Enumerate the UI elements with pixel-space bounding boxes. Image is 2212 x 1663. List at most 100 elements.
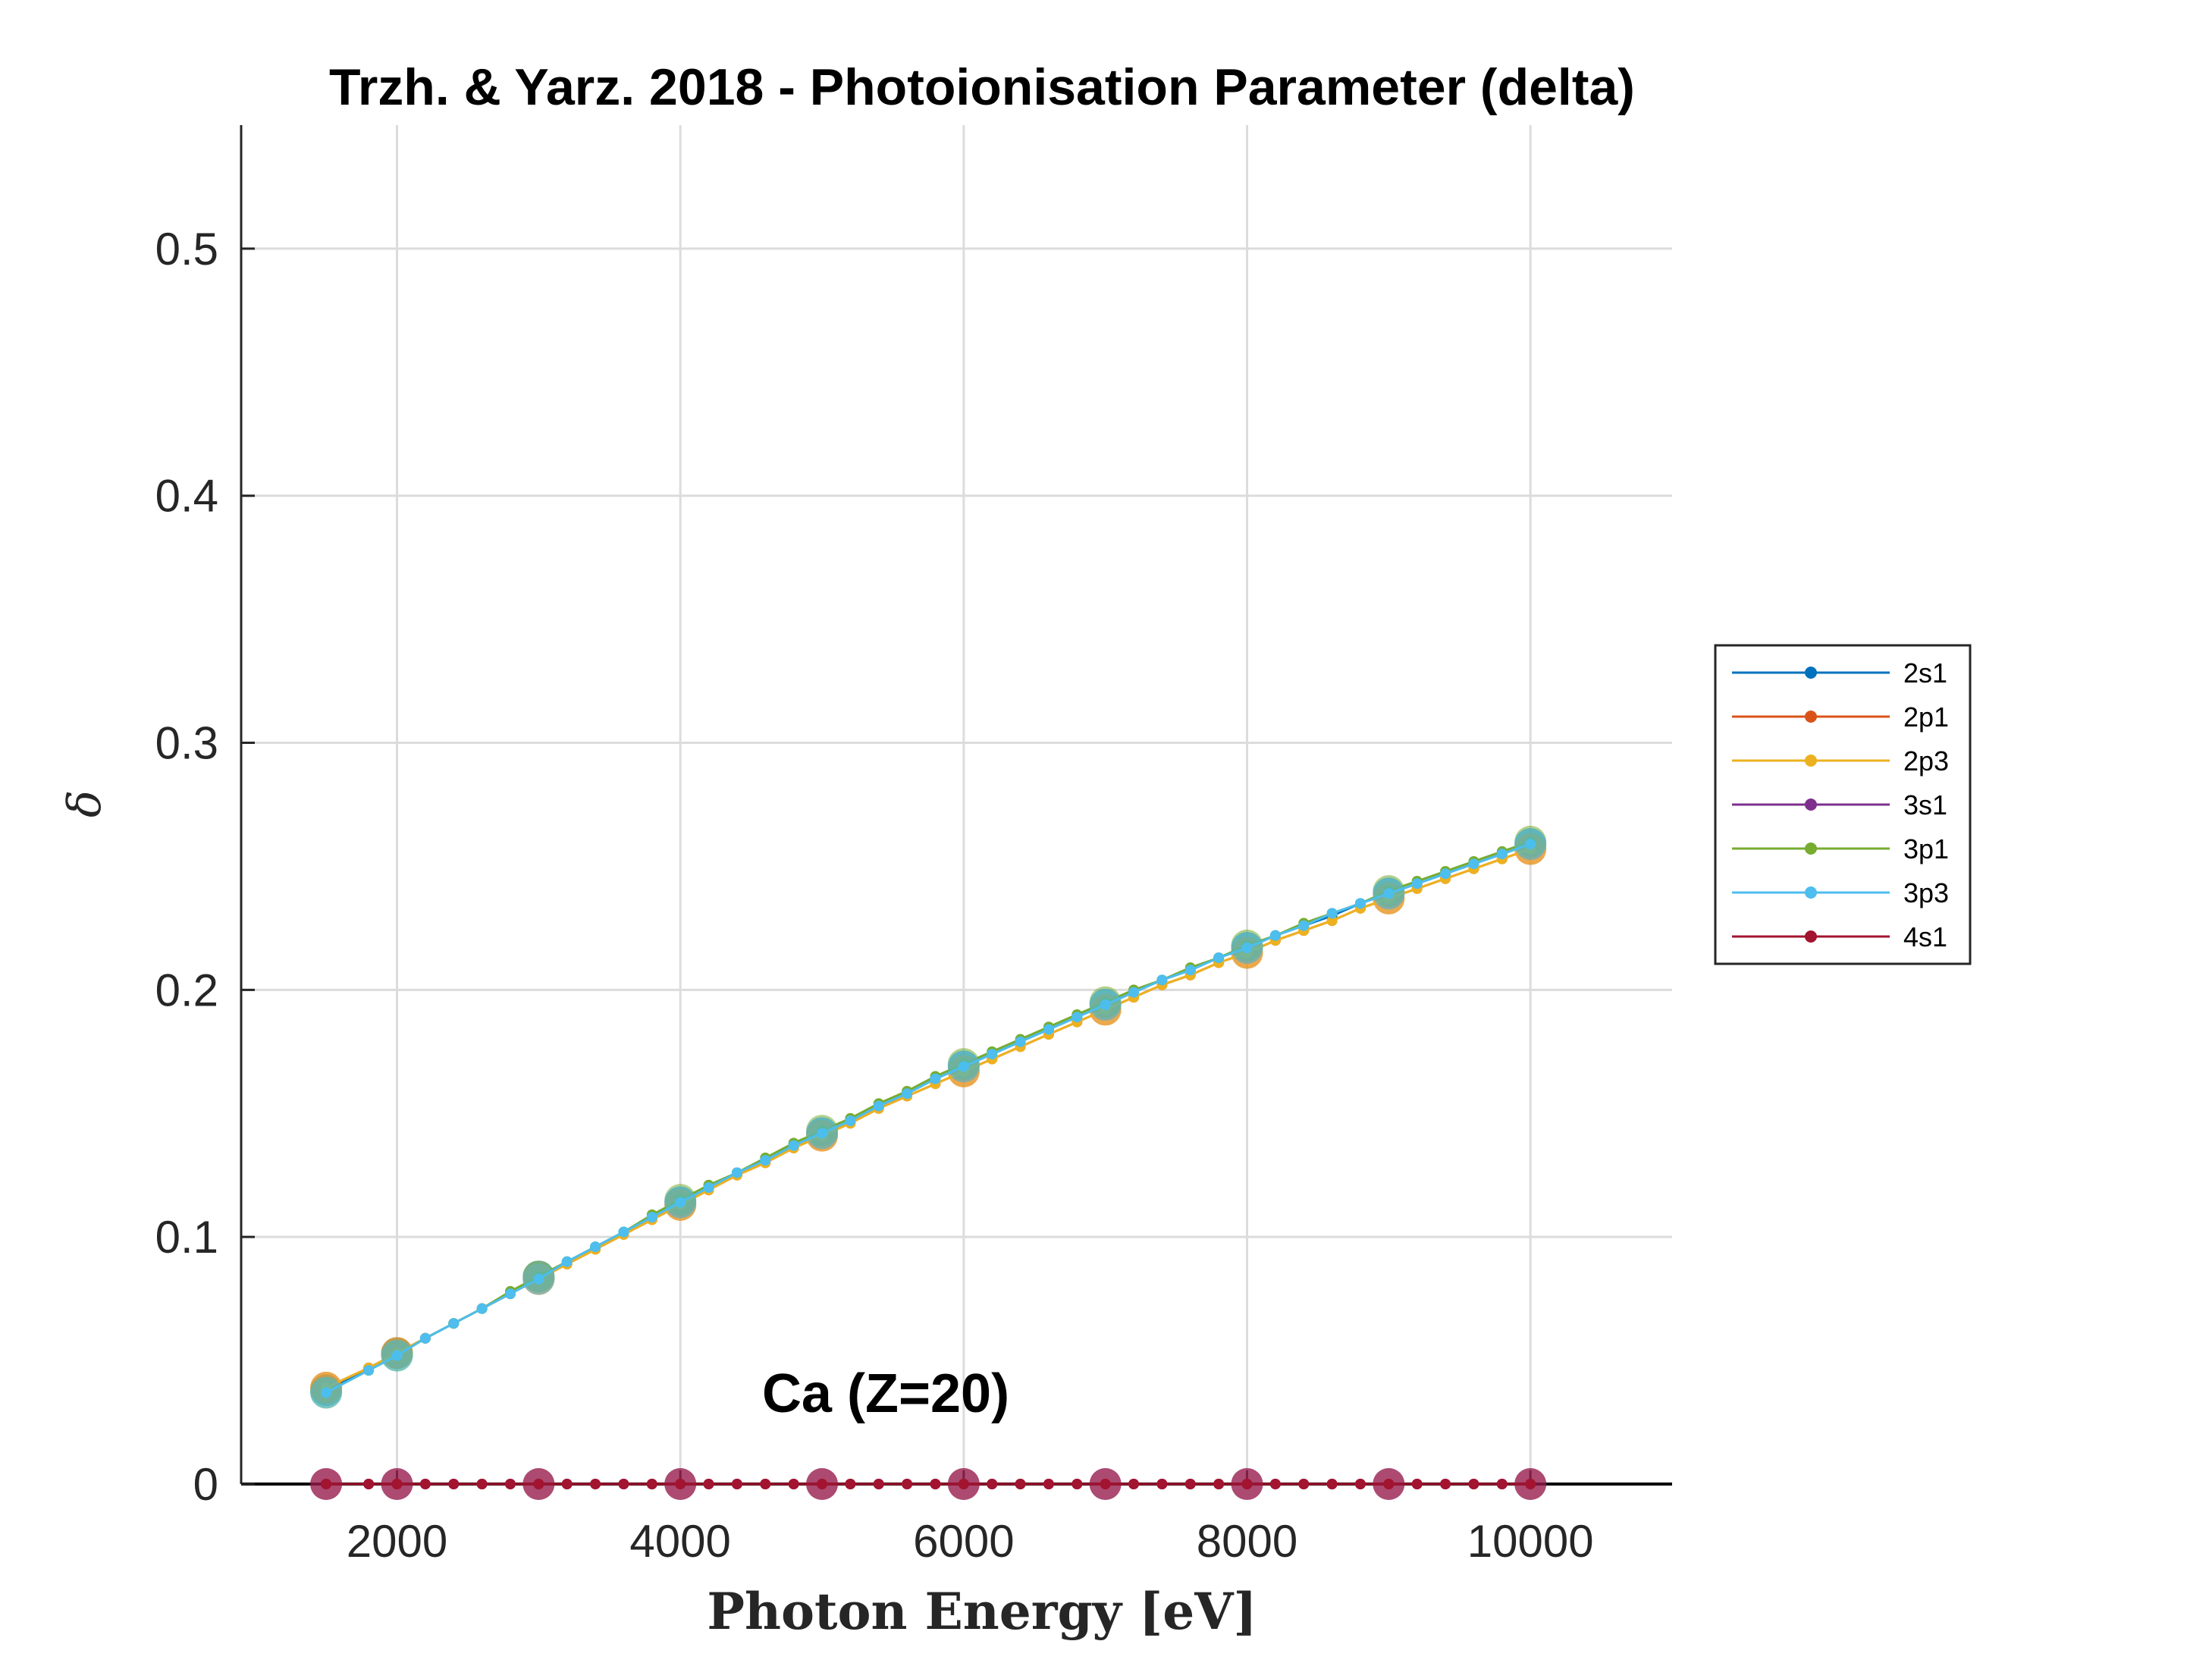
data-point-4s1 [618, 1479, 629, 1489]
data-point-3p3 [1298, 920, 1310, 931]
big-marker-4s1 [664, 1468, 697, 1500]
data-point-4s1 [788, 1479, 799, 1489]
data-point-4s1 [1440, 1479, 1451, 1489]
data-point-2p3 [1326, 915, 1338, 927]
legend-entry-3s1: 3s1 [1732, 789, 1947, 821]
data-point-3p3 [1354, 898, 1366, 909]
legend-label: 2p3 [1903, 745, 1949, 777]
data-point-3p3 [1184, 965, 1196, 976]
data-point-3p3 [1269, 930, 1281, 941]
x-tick-label: 6000 [913, 1516, 1014, 1567]
data-point-3p3 [731, 1167, 742, 1178]
y-tick-label: 0.4 [155, 471, 218, 522]
y-tick-label: 0.5 [155, 224, 218, 275]
data-point-3p3 [930, 1073, 941, 1084]
legend-swatch-marker [1805, 667, 1817, 679]
data-point-3p3 [1496, 849, 1508, 860]
legend-swatch-marker [1805, 755, 1817, 767]
big-marker-3p3 [1373, 877, 1405, 910]
data-point-4s1 [1269, 1479, 1281, 1489]
data-point-3p3 [1043, 1024, 1054, 1035]
data-point-4s1 [1298, 1479, 1310, 1489]
big-marker-3p3 [806, 1117, 839, 1150]
data-point-4s1 [590, 1479, 601, 1489]
legend-entry-3p3: 3p3 [1732, 877, 1949, 908]
legend-label: 2s1 [1903, 657, 1947, 689]
data-point-3p3 [363, 1365, 375, 1376]
data-point-3p3 [1213, 952, 1225, 964]
series-4s1 [310, 1468, 1547, 1500]
data-point-4s1 [1184, 1479, 1196, 1489]
big-marker-4s1 [310, 1468, 343, 1500]
data-point-3p3 [448, 1318, 460, 1329]
data-point-4s1 [1071, 1479, 1083, 1489]
legend-label: 3p3 [1903, 877, 1949, 908]
data-point-4s1 [1015, 1479, 1026, 1489]
legend-label: 3s1 [1903, 789, 1947, 821]
big-marker-4s1 [1089, 1468, 1122, 1500]
big-marker-4s1 [806, 1468, 839, 1500]
legend: 2s1 2p1 2p3 3s1 3p1 3p3 4s1 [1714, 644, 1972, 965]
grid [241, 125, 1672, 1484]
data-point-4s1 [561, 1479, 573, 1489]
legend-entry-2p1: 2p1 [1732, 701, 1949, 733]
series-group [310, 825, 1547, 1500]
data-point-4s1 [504, 1479, 516, 1489]
data-point-3p3 [1326, 908, 1338, 919]
big-marker-4s1 [381, 1468, 413, 1500]
chart-title: Trzh. & Yarz. 2018 - Photoionisation Par… [329, 58, 1635, 116]
data-point-3p3 [1071, 1012, 1083, 1023]
x-axis-label: Photon Energy [eV] [707, 1582, 1257, 1641]
data-point-4s1 [476, 1479, 488, 1489]
data-point-3p3 [760, 1155, 771, 1166]
data-point-4s1 [448, 1479, 460, 1489]
legend-swatch-marker [1805, 711, 1817, 723]
data-point-3p3 [419, 1332, 431, 1344]
y-axis-label: δ [58, 790, 111, 817]
data-point-3p3 [476, 1303, 488, 1314]
big-marker-4s1 [947, 1468, 980, 1500]
x-tick-label: 8000 [1197, 1516, 1297, 1567]
data-point-4s1 [987, 1479, 998, 1489]
data-point-4s1 [419, 1479, 431, 1489]
data-point-3p3 [618, 1226, 629, 1238]
data-point-3p3 [1468, 858, 1479, 870]
data-point-4s1 [845, 1479, 856, 1489]
x-tick-label: 10000 [1467, 1516, 1594, 1567]
big-marker-3p3 [522, 1263, 555, 1295]
data-point-3p3 [1128, 987, 1140, 998]
legend-entry-2s1: 2s1 [1732, 657, 1947, 689]
data-point-3p3 [987, 1049, 998, 1060]
legend-swatch-marker [1805, 886, 1817, 899]
legend-label: 3p1 [1903, 833, 1949, 864]
data-point-4s1 [902, 1479, 913, 1489]
big-marker-3p3 [1514, 828, 1547, 861]
x-tick-label: 4000 [629, 1516, 730, 1567]
big-marker-4s1 [1373, 1468, 1405, 1500]
legend-entry-2p3: 2p3 [1732, 745, 1949, 777]
big-marker-3p3 [1089, 988, 1122, 1021]
data-point-4s1 [760, 1479, 771, 1489]
big-marker-4s1 [522, 1468, 555, 1500]
data-point-4s1 [1128, 1479, 1140, 1489]
legend-entry-3p1: 3p1 [1732, 833, 1949, 864]
big-marker-3p3 [947, 1050, 980, 1083]
legend-label: 2p1 [1903, 701, 1949, 733]
element-annotation: Ca (Z=20) [762, 1363, 1009, 1424]
data-point-4s1 [1354, 1479, 1366, 1489]
data-point-3p3 [1156, 974, 1168, 986]
legend-swatch-marker [1805, 842, 1817, 855]
legend-swatch-marker [1805, 930, 1817, 943]
y-tick-label: 0.2 [155, 965, 218, 1015]
tick-labels: 2000 4000 6000 8000 10000 0 0.1 0.2 0.3 0.4 0.5 [155, 224, 1594, 1567]
data-point-3p3 [504, 1288, 516, 1300]
data-point-4s1 [930, 1479, 941, 1489]
big-marker-4s1 [1231, 1468, 1263, 1500]
data-point-3p3 [646, 1212, 657, 1223]
data-point-4s1 [1213, 1479, 1225, 1489]
legend-entry-4s1: 4s1 [1732, 921, 1947, 952]
legend-label: 4s1 [1903, 921, 1947, 952]
data-point-3p3 [590, 1241, 601, 1253]
data-point-4s1 [1496, 1479, 1508, 1489]
